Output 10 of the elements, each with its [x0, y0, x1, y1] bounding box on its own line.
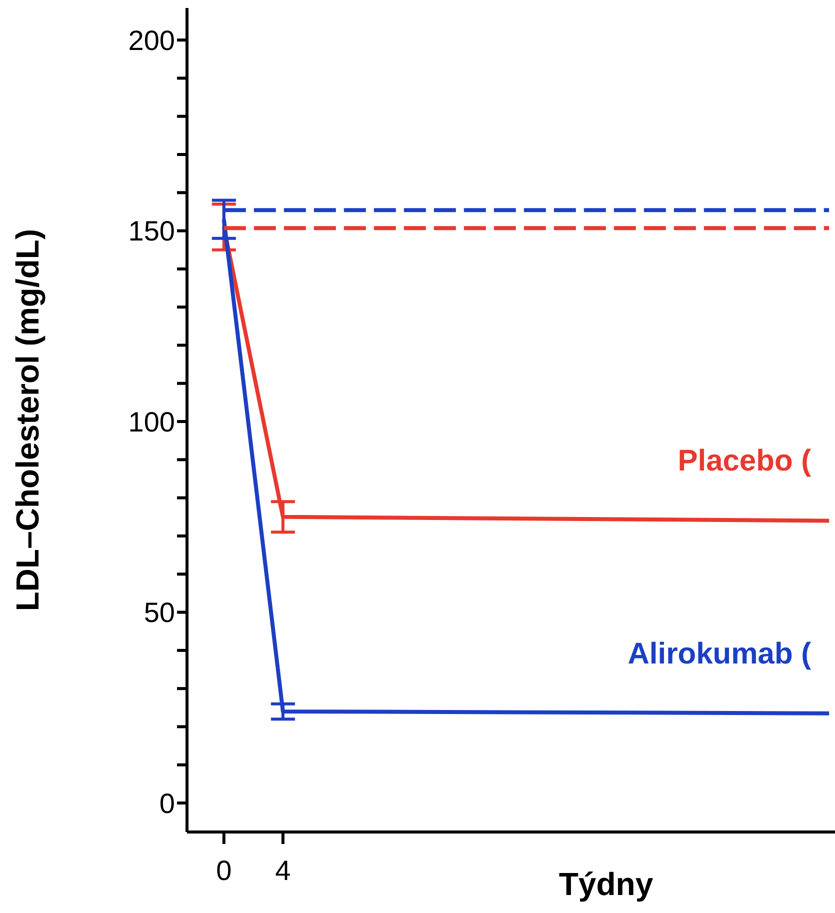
y-tick-label: 150 — [128, 216, 175, 247]
x-tick-label: 4 — [275, 854, 291, 886]
y-tick-label: 50 — [144, 597, 175, 628]
y-tick-label: 0 — [159, 788, 175, 819]
series-label: Alirokumab ( — [628, 637, 812, 670]
series-label: Placebo ( — [678, 444, 812, 478]
y-tick-label: 100 — [128, 406, 175, 438]
y-axis-title: LDL–Cholesterol (mg/dL) — [9, 228, 46, 612]
x-axis-title: Týdny — [558, 866, 654, 902]
y-tick-label: 200 — [128, 24, 175, 56]
